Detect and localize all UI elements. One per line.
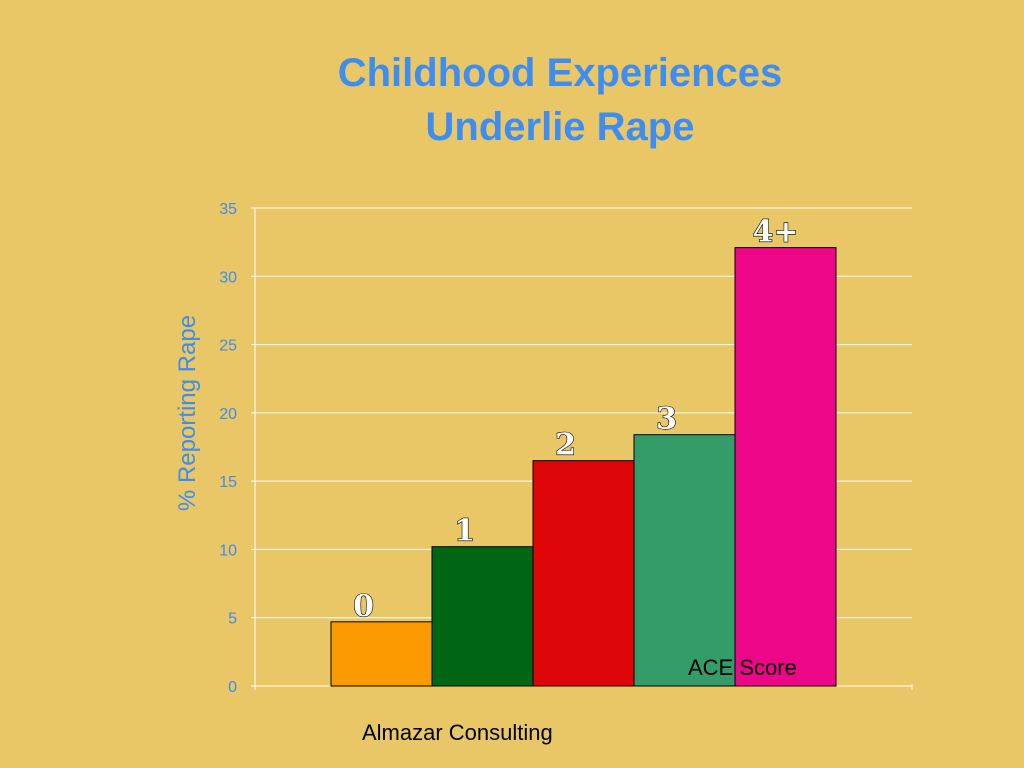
y-tick-label-20: 20: [219, 406, 237, 423]
y-tick-label-0: 0: [228, 679, 237, 696]
chart-title: Childhood Experiences Underlie Rape: [200, 46, 920, 154]
bar-4+: [734, 247, 837, 687]
y-tick-label-10: 10: [219, 542, 237, 559]
bar-label-2: 2: [555, 428, 576, 463]
bar-label-1: 1: [454, 514, 475, 549]
y-tick-label-5: 5: [228, 611, 237, 628]
bar-3: [633, 434, 736, 687]
bar-2: [532, 460, 635, 687]
bar-label-0: 0: [353, 589, 374, 624]
y-tick-label-15: 15: [219, 474, 237, 491]
y-tick-label-35: 35: [219, 201, 237, 218]
bar-label-3: 3: [656, 402, 677, 437]
footer-credit: Almazar Consulting: [362, 720, 553, 745]
bar-1: [431, 546, 534, 687]
bar-label-4+: 4+: [752, 215, 798, 250]
x-axis-label: ACE Score: [688, 655, 797, 680]
chart-title-line-1: Childhood Experiences: [337, 51, 783, 95]
chart-title-line-2: Underlie Rape: [425, 105, 695, 149]
y-tick-label-25: 25: [219, 338, 237, 355]
y-axis-label: % Reporting Rape: [174, 314, 201, 512]
y-tick-label-30: 30: [219, 269, 237, 286]
bar-0: [330, 621, 433, 687]
